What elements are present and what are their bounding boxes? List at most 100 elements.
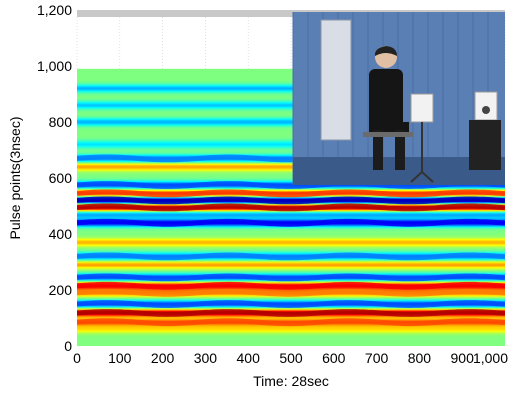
heatmap-row xyxy=(77,298,505,301)
heatmap-row xyxy=(77,326,505,329)
heatmap-row xyxy=(77,254,505,256)
x-tick-label: 800 xyxy=(408,350,432,366)
heatmap-row xyxy=(77,143,505,145)
heatmap-row xyxy=(77,79,505,82)
heatmap-row xyxy=(77,211,505,214)
heatmap-row xyxy=(77,170,505,172)
heatmap-row xyxy=(77,110,505,113)
heatmap-row xyxy=(77,182,505,185)
heatmap-row xyxy=(77,247,505,250)
heatmap-row xyxy=(77,251,505,254)
heatmap-row xyxy=(77,69,505,72)
heatmap-row xyxy=(77,115,505,117)
heatmap-row xyxy=(77,189,505,191)
heatmap-row xyxy=(77,204,505,207)
heatmap-row xyxy=(77,328,505,330)
heatmap-row xyxy=(77,151,505,153)
heatmap-row xyxy=(77,332,505,335)
heatmap-row xyxy=(77,174,505,177)
y-tick-label: 0 xyxy=(64,338,72,354)
x-axis-label: Time: 28sec xyxy=(253,373,329,389)
tripod xyxy=(410,171,423,183)
heatmap-row xyxy=(77,246,505,249)
heatmap-row xyxy=(77,220,505,223)
heatmap-row xyxy=(77,179,505,181)
heatmap-row xyxy=(77,68,505,70)
heatmap-band xyxy=(77,189,505,198)
heatmap-row xyxy=(77,88,505,91)
heatmap-row xyxy=(77,341,505,344)
heatmap-row xyxy=(77,307,505,310)
heatmap-row xyxy=(77,242,505,245)
heatmap-row xyxy=(77,190,505,193)
y-axis-label: Pulse points(3nsec) xyxy=(7,117,23,240)
heatmap-row xyxy=(77,125,505,128)
heatmap-row xyxy=(77,71,505,74)
heatmap-row xyxy=(77,337,505,339)
heatmap-row xyxy=(77,238,505,241)
heatmap-row xyxy=(77,136,505,139)
heatmap-row xyxy=(77,163,505,166)
heatmap-row xyxy=(77,108,505,111)
heatmap-row xyxy=(77,124,505,126)
heatmap-row xyxy=(77,83,505,86)
heatmap-row xyxy=(77,241,505,244)
heatmap-row xyxy=(77,80,505,83)
heatmap-row xyxy=(77,203,505,206)
heatmap-row xyxy=(77,244,505,246)
heatmap-row xyxy=(77,126,505,129)
heatmap-row xyxy=(77,128,505,131)
y-tick-label: 1,000 xyxy=(37,58,72,74)
heatmap-row xyxy=(77,212,505,215)
heatmap-band xyxy=(77,218,505,227)
x-tick-label: 900 xyxy=(451,350,475,366)
heatmap-row xyxy=(77,89,505,92)
heatmap-row xyxy=(77,331,505,334)
heatmap-row xyxy=(77,165,505,168)
heatmap-row xyxy=(77,118,505,121)
heatmap-row xyxy=(77,145,505,148)
heatmap-band xyxy=(77,288,505,297)
y-tick-label: 1,200 xyxy=(37,2,72,18)
heatmap-row xyxy=(77,248,505,251)
heatmap-row xyxy=(77,175,505,178)
heatmap-row xyxy=(77,245,505,247)
person-hair xyxy=(374,46,397,56)
heatmap-band xyxy=(77,252,505,261)
heatmap-row xyxy=(77,301,505,303)
heatmap-row xyxy=(77,181,505,184)
heatmap-row xyxy=(77,335,505,338)
heatmap-row xyxy=(77,120,505,123)
heatmap-row xyxy=(77,154,505,157)
heatmap-row xyxy=(77,138,505,141)
heatmap-row xyxy=(77,325,505,328)
heatmap-row xyxy=(77,152,505,154)
x-tick-label: 500 xyxy=(279,350,303,366)
inset-photo xyxy=(292,12,505,185)
heatmap-row xyxy=(77,162,505,165)
heatmap-row xyxy=(77,114,505,116)
heatmap-row xyxy=(77,72,505,75)
heatmap-row xyxy=(77,260,505,263)
heatmap-row xyxy=(77,219,505,222)
heatmap-row xyxy=(77,171,505,173)
heatmap-row xyxy=(77,117,505,120)
heatmap-row xyxy=(77,116,505,119)
heatmap-row xyxy=(77,213,505,216)
x-tick-label: 300 xyxy=(194,350,218,366)
heatmap-row xyxy=(77,78,505,81)
heatmap-row xyxy=(77,249,505,252)
y-axis-ticks: 0 200 400 600 800 1,000 1,200 xyxy=(37,2,72,354)
antenna-element xyxy=(482,106,490,114)
heatmap-row xyxy=(77,148,505,151)
y-tick-label: 200 xyxy=(49,282,73,298)
heatmap-row xyxy=(77,141,505,143)
heatmap-row xyxy=(77,217,505,219)
heatmap-row xyxy=(77,330,505,333)
heatmap-band xyxy=(77,281,505,290)
heatmap-row xyxy=(77,81,505,84)
heatmap-row xyxy=(77,281,505,283)
heatmap-row xyxy=(77,144,505,147)
heatmap-row xyxy=(77,104,505,106)
heatmap-row xyxy=(77,226,505,228)
